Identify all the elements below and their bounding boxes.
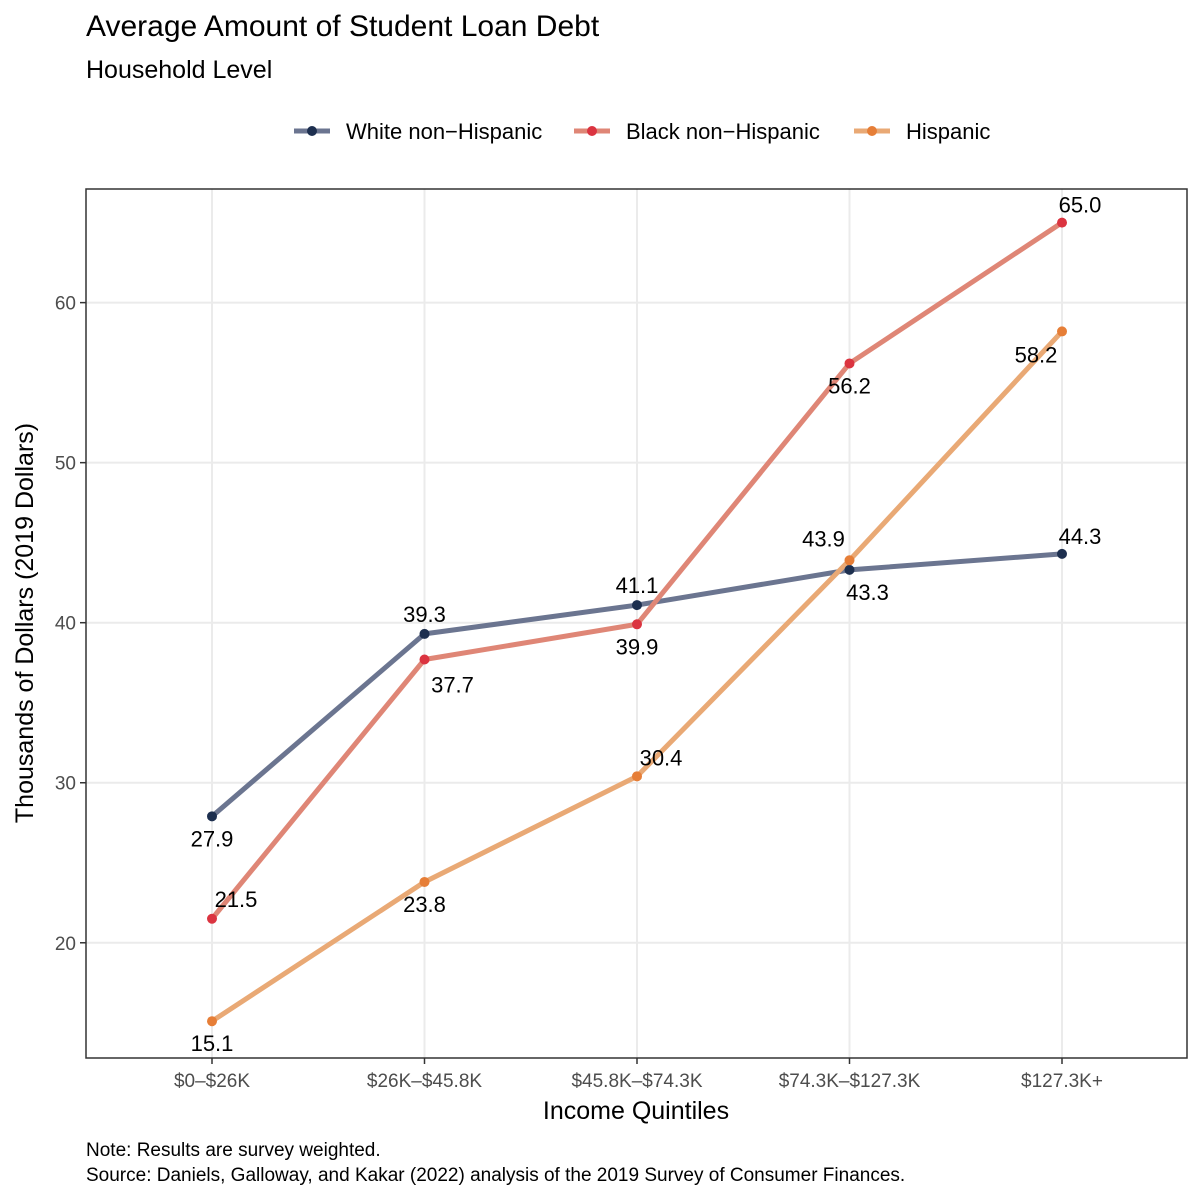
legend-label: White non−Hispanic — [346, 119, 542, 144]
data-label: 21.5 — [215, 887, 258, 912]
data-label: 39.9 — [616, 634, 659, 659]
data-label: 39.3 — [403, 602, 446, 627]
data-label: 23.8 — [403, 892, 446, 917]
data-label: 41.1 — [616, 573, 659, 598]
data-point — [1057, 548, 1067, 559]
y-axis-title: Thousands of Dollars (2019 Dollars) — [11, 423, 39, 823]
legend: White non−Hispanic Black non−Hispanic Hisp… — [294, 119, 990, 144]
legend-key-point — [587, 126, 597, 136]
data-point — [632, 619, 642, 630]
data-point — [207, 913, 217, 924]
data-point — [207, 811, 217, 822]
data-label: 15.1 — [191, 1031, 234, 1056]
y-tick-label: 30 — [55, 774, 76, 795]
series-points — [207, 217, 1067, 1027]
data-label: 44.3 — [1059, 524, 1102, 549]
caption-source: Source: Daniels, Galloway, and Kakar (20… — [86, 1165, 905, 1186]
data-label: 30.4 — [640, 745, 683, 770]
caption-note: Note: Results are survey weighted. — [86, 1140, 381, 1161]
chart-subtitle: Household Level — [86, 56, 272, 84]
data-point — [844, 555, 855, 566]
x-axis-title: Income Quintiles — [543, 1097, 729, 1125]
data-point — [1057, 326, 1067, 337]
y-tick-label: 20 — [55, 934, 76, 955]
data-label: 27.9 — [191, 826, 234, 851]
data-label: 65.0 — [1059, 193, 1102, 218]
data-point — [207, 1016, 217, 1027]
chart-title: Average Amount of Student Loan Debt — [86, 10, 600, 43]
data-label: 58.2 — [1015, 342, 1058, 367]
y-tick-label: 60 — [55, 294, 76, 315]
x-tick-label: $127.3K+ — [1021, 1071, 1103, 1092]
data-point — [419, 628, 430, 639]
data-point — [1057, 217, 1067, 228]
x-tick-label: $45.8K–$74.3K — [571, 1071, 702, 1092]
y-tick-label: 50 — [55, 454, 76, 475]
legend-label: Black non−Hispanic — [626, 119, 820, 144]
data-point — [419, 654, 430, 665]
data-point — [844, 358, 855, 369]
data-label: 56.2 — [828, 373, 871, 398]
data-point — [844, 564, 855, 575]
data-point — [632, 600, 642, 611]
data-label: 37.7 — [431, 673, 474, 698]
legend-key-point — [307, 126, 317, 136]
data-point — [632, 771, 642, 782]
x-tick-label: $0–$26K — [174, 1071, 250, 1092]
x-tick-label: $26K–$45.8K — [367, 1071, 482, 1092]
legend-key-point — [867, 126, 877, 136]
axis-ticks: 20 30 40 50 60 $0–$26K $26K–$45.8K $45.8K–$74.3… — [55, 294, 1103, 1092]
data-point — [419, 876, 430, 887]
x-tick-label: $74.3K–$127.3K — [779, 1071, 921, 1092]
data-label: 43.9 — [802, 526, 845, 551]
data-label: 43.3 — [846, 580, 889, 605]
data-labels: 27.9 39.3 41.1 43.3 44.3 21.5 37.7 39.9 56.2 65.0… — [191, 193, 1102, 1057]
legend-label: Hispanic — [906, 119, 990, 144]
y-tick-label: 40 — [55, 614, 76, 635]
